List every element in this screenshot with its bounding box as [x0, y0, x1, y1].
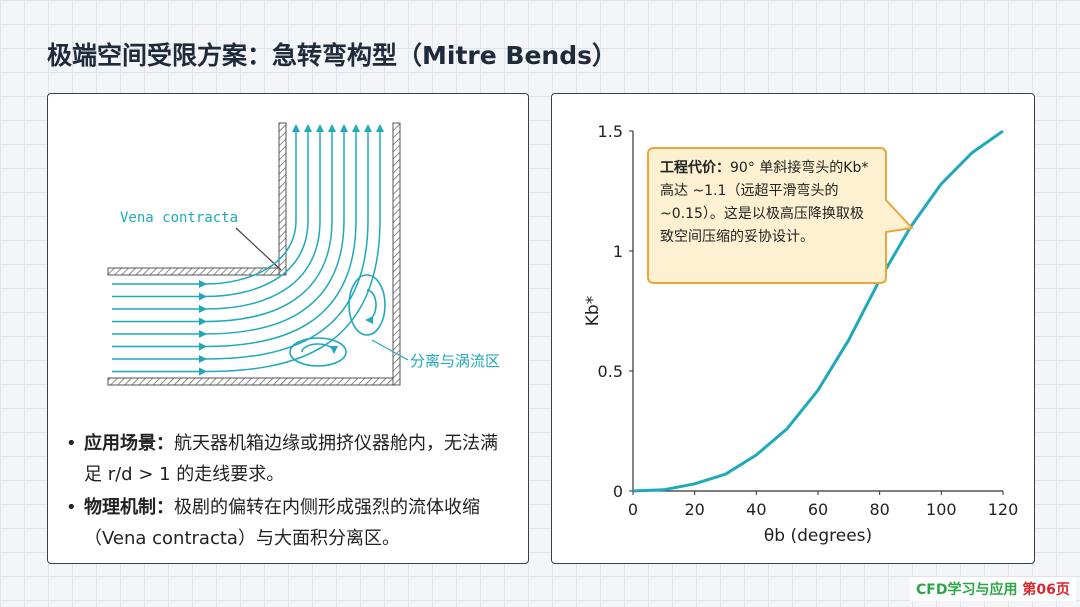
streamline — [204, 124, 360, 348]
callout-text: 工程代价：90° 单斜接弯头的Kb* 高达 ~1.1（远超平滑弯头的 ~0.15… — [660, 157, 876, 249]
vortex — [289, 337, 347, 367]
data-line — [632, 129, 1004, 493]
y-tick-label: 1.5 — [598, 122, 623, 141]
y-tick-label: 0.5 — [598, 362, 623, 381]
streamline — [204, 124, 384, 373]
callout-label: 工程代价： — [660, 160, 730, 176]
vortex — [348, 274, 386, 336]
pipe-wall — [107, 377, 401, 386]
bullet-list: 应用场景：航天器机箱边缘或拥挤仪器舱内，无法满足 r/d > 1 的走线要求。 … — [66, 428, 506, 556]
leader-line — [371, 339, 409, 361]
leader-line — [235, 227, 282, 271]
footer-page: 第06页 — [1022, 582, 1070, 598]
x-tick-label: 60 — [808, 500, 828, 519]
callout-border — [647, 147, 915, 284]
x-tick-label: 40 — [746, 500, 766, 519]
streamline — [204, 124, 312, 298]
bullet-label: 应用场景： — [84, 433, 174, 454]
bullet-label: 物理机制： — [84, 497, 174, 518]
callout-body: 90° 单斜接弯头的Kb* 高达 ~1.1（远超平滑弯头的 ~0.15）。这是以… — [660, 160, 869, 245]
x-axis-label: θb (degrees) — [764, 526, 872, 546]
streamline — [204, 124, 348, 335]
streamline — [204, 124, 300, 285]
x-tick-label: 20 — [684, 500, 704, 519]
streamline — [204, 124, 336, 323]
pipe-wall — [392, 122, 401, 386]
footer-brand: CFD学习与应用 — [916, 582, 1018, 598]
separation-label: 分离与涡流区 — [410, 352, 500, 370]
y-tick-label: 0 — [613, 482, 623, 501]
x-tick-label: 0 — [628, 500, 638, 519]
x-tick-label: 100 — [926, 500, 957, 519]
bullet-text: 航天器机箱边缘或拥挤仪器舱内，无法满足 r/d > 1 的走线要求。 — [84, 433, 498, 485]
bullet: 物理机制：极剧的偏转在内侧形成强烈的流体收缩（Vena contracta）与大… — [66, 492, 506, 554]
bullet-text: 极剧的偏转在内侧形成强烈的流体收缩（Vena contracta）与大面积分离区… — [84, 497, 480, 549]
x-tick-label: 120 — [988, 500, 1019, 519]
streamline — [204, 124, 324, 310]
slide-title: 极端空间受限方案：急转弯构型（Mitre Bends） — [47, 41, 617, 70]
vena-label: Vena contracta — [120, 210, 238, 226]
footer: CFD学习与应用 第06页 — [910, 577, 1076, 601]
pipe-wall — [107, 267, 287, 276]
bend-diagram: Vena contracta 分离与涡流区 — [107, 122, 500, 386]
y-tick-label: 1 — [613, 242, 623, 261]
streamline — [204, 124, 372, 360]
bullet: 应用场景：航天器机箱边缘或拥挤仪器舱内，无法满足 r/d > 1 的走线要求。 — [66, 428, 506, 490]
y-axis-label: Kb* — [583, 296, 603, 326]
callout-box — [647, 147, 915, 284]
x-tick-label: 80 — [869, 500, 889, 519]
